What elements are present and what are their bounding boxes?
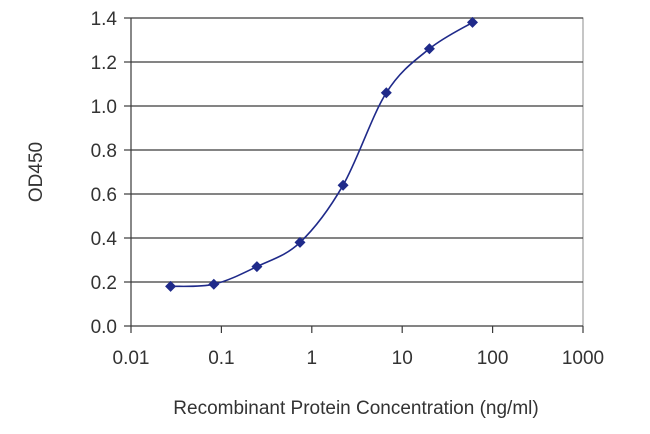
x-tick-label-0: 0.01 [113,348,150,369]
x-tick-layer: 0.01 0.1 1 10 100 1000 [113,326,604,369]
x-tick-label-3: 10 [392,348,413,369]
x-tick-label-5: 1000 [562,348,604,369]
y-axis-title: OD450 [26,142,47,202]
grid-layer [131,17,583,283]
data-point-4 [337,179,349,191]
y-tick-label-3: 0.6 [91,185,117,206]
data-point-7 [467,16,478,28]
y-tick-label-2: 0.4 [91,229,118,250]
y-tick-label-4: 0.8 [91,141,117,162]
x-tick-label-2: 1 [307,348,318,369]
y-tick-label-7: 1.4 [91,9,118,30]
x-tick-label-1: 0.1 [208,348,234,369]
data-point-5 [380,87,392,99]
y-tick-label-0: 0.0 [91,317,117,338]
plot-area [130,17,584,327]
y-tick-layer: 0.0 0.2 0.4 0.6 0.8 1.0 1.2 1.4 [91,9,131,338]
y-tick-label-6: 1.2 [91,53,117,74]
data-point-3 [294,236,306,248]
data-point-6 [423,43,435,55]
data-point-2 [251,261,263,273]
y-tick-label-1: 0.2 [91,273,117,294]
y-tick-label-5: 1.0 [91,97,117,118]
data-point-1 [208,278,220,290]
x-tick-label-4: 100 [477,348,509,369]
series-line-0 [170,21,473,288]
series-layer [165,16,478,292]
x-axis-title: Recombinant Protein Concentration (ng/ml… [173,398,538,419]
data-point-0 [165,280,177,292]
axis-layer [130,18,583,327]
